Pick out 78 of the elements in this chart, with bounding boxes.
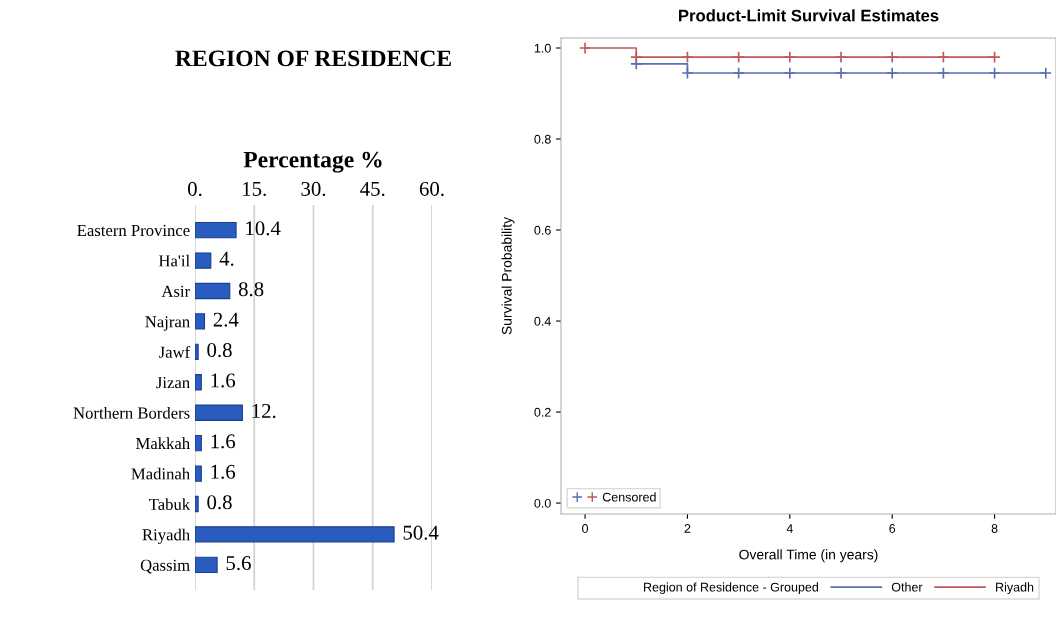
y-tick-label: Madinah [131, 467, 190, 480]
bar [195, 495, 199, 513]
chart-title: REGION OF RESIDENCE [175, 50, 451, 67]
data-label: 8.8 [238, 282, 264, 297]
y-tick-label: Qassim [140, 559, 190, 574]
data-label: 5.6 [226, 556, 251, 571]
y-tick-label: Jizan [156, 377, 190, 389]
x-tick-label: 6 [889, 524, 896, 533]
x-tick-label: 15. [243, 181, 266, 196]
x-tick-label: 45. [360, 181, 385, 196]
point [988, 66, 1001, 80]
point [1039, 66, 1052, 80]
y-tick-label: Tabuk [149, 498, 191, 510]
legend-label: Censored [602, 492, 656, 502]
data-label: 2.4 [213, 312, 239, 327]
legend-label: Riyadh [996, 582, 1034, 595]
bar [195, 434, 202, 452]
bar [195, 221, 237, 239]
y-tick-label: 1.0 [534, 43, 551, 53]
point [937, 66, 950, 80]
y-tick-label: Riyadh [142, 528, 190, 544]
y-tick-label: Makkah [136, 437, 190, 450]
x-tick-label: 2 [684, 524, 691, 533]
bar [195, 556, 218, 574]
x-tick-label: 4 [786, 524, 793, 533]
x-tick-label: 30. [301, 181, 326, 196]
point [885, 50, 899, 64]
point [834, 50, 848, 64]
y-tick-label: 0.2 [534, 407, 551, 417]
bar [195, 465, 202, 482]
point [732, 50, 745, 64]
bar [195, 526, 395, 543]
legend-label: Other [891, 582, 923, 592]
bar [195, 404, 243, 421]
point [988, 50, 1001, 64]
x-axis-title: Percentage % [243, 151, 382, 173]
bar [195, 343, 199, 361]
y-tick-label: 0.6 [534, 225, 551, 235]
x-tick-label: 0. [187, 181, 202, 196]
legend-title: Region of Residence - Grouped [644, 582, 819, 595]
x-axis-title: Overall Time (in years) [739, 549, 878, 563]
y-tick-label: 0.4 [534, 316, 551, 326]
bar [195, 252, 212, 269]
bar [195, 374, 202, 391]
y-tick-label: Northern Borders [73, 406, 190, 419]
data-label: 1.6 [211, 434, 236, 449]
x-tick-label: 8 [991, 524, 998, 533]
y-tick-label: Jawf [159, 345, 191, 358]
data-label: 0.8 [207, 495, 232, 510]
data-label: 10.4 [246, 221, 281, 236]
data-label: 1.6 [211, 373, 236, 388]
chart-title: Product-Limit Survival Estimates [679, 9, 939, 22]
y-tick-label: Ha'il [158, 254, 190, 267]
data-label: 4. [219, 251, 234, 266]
y-tick-label: 0.8 [534, 134, 551, 144]
bar [195, 313, 206, 330]
x-tick-label: 0 [582, 524, 589, 533]
point [783, 66, 797, 80]
data-label: 1.6 [211, 464, 236, 479]
point [885, 66, 899, 80]
point [783, 50, 797, 64]
bar [195, 282, 231, 300]
point [937, 50, 950, 64]
y-tick-label: Asir [161, 285, 190, 297]
point [681, 66, 694, 80]
point [681, 50, 694, 64]
point [630, 50, 643, 64]
y-tick-label: Eastern Province [77, 224, 190, 237]
y-axis-title: Survival Probability [501, 216, 515, 335]
point [578, 41, 592, 55]
data-label: 12. [252, 403, 276, 419]
data-label: 50.4 [403, 525, 439, 540]
point [834, 66, 848, 80]
y-tick-label: 0.0 [534, 498, 551, 508]
point [732, 66, 745, 80]
data-label: 0.8 [207, 343, 232, 358]
y-tick-label: Najran [145, 316, 190, 331]
x-tick-label: 60. [419, 181, 444, 196]
